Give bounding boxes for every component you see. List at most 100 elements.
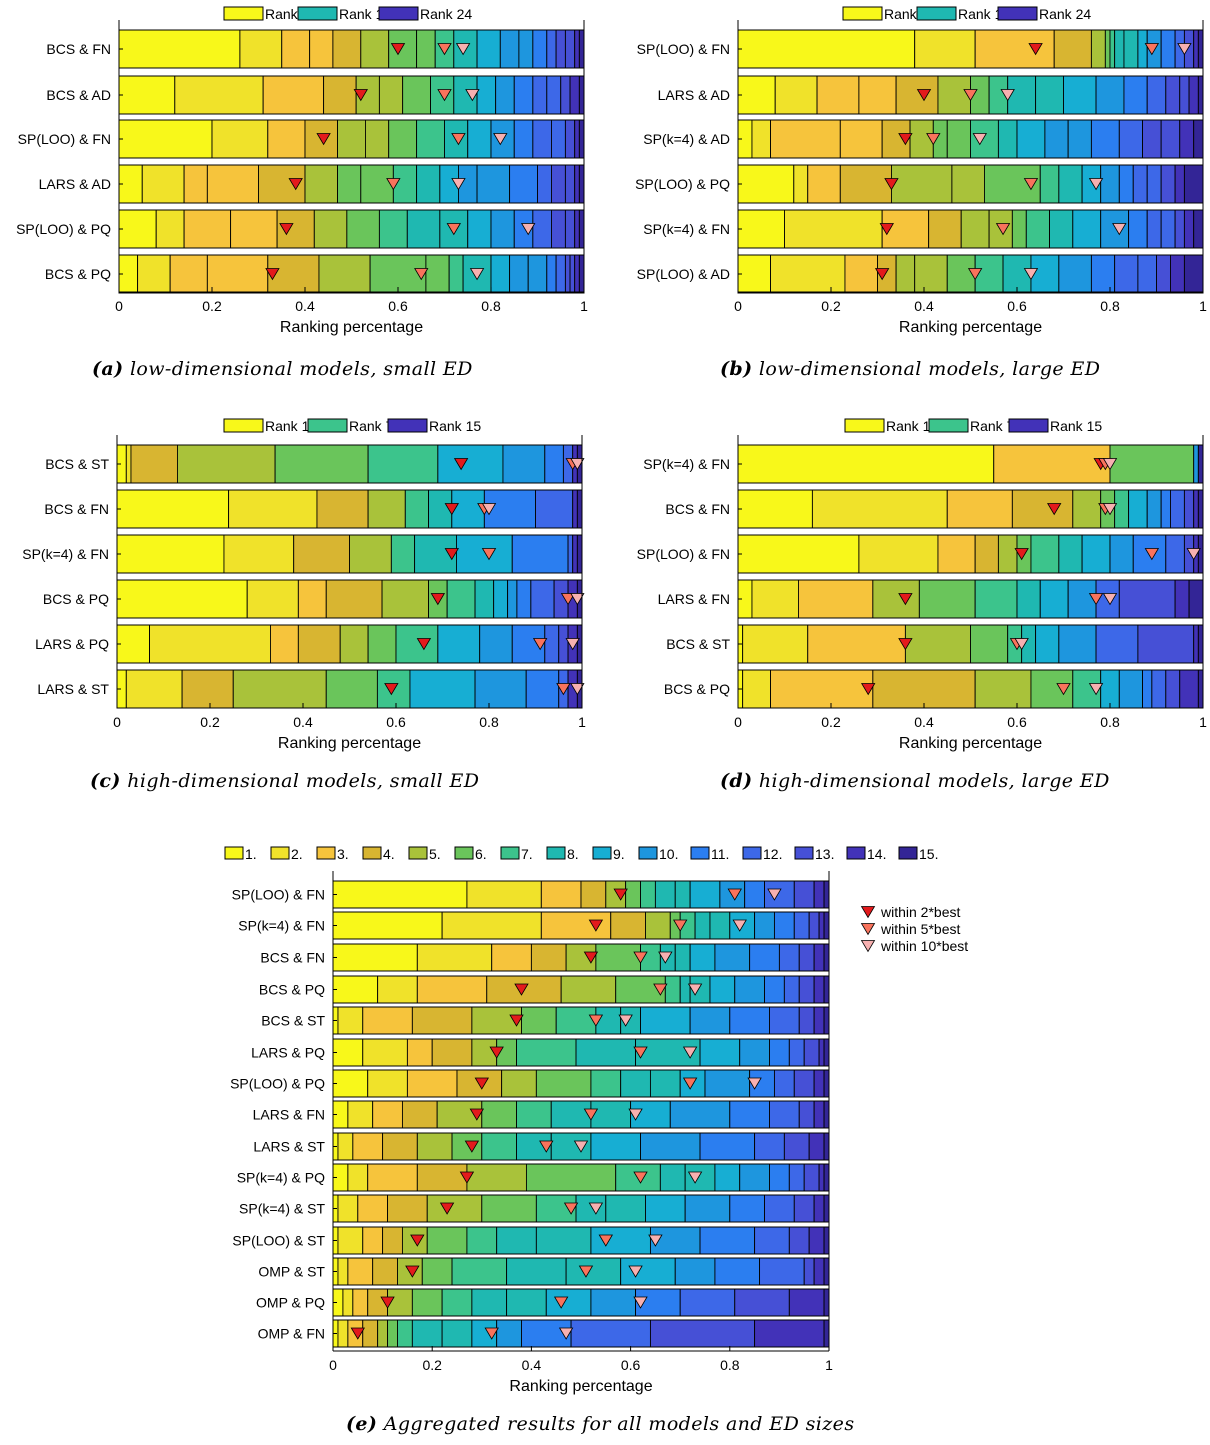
row-label: SP(LOO) & FN bbox=[232, 887, 325, 903]
bar-segment bbox=[674, 943, 691, 972]
row-label: SP(k=4) & FN bbox=[643, 221, 730, 237]
bar-segment bbox=[709, 975, 736, 1004]
bar-segment bbox=[425, 254, 450, 294]
bar-segment bbox=[387, 1319, 398, 1348]
bar-segment bbox=[372, 1257, 398, 1286]
bar-segment bbox=[239, 29, 283, 69]
caption-a-label: (a) bbox=[92, 358, 124, 380]
legend-label: Rank 1 bbox=[265, 418, 310, 434]
bar-segment bbox=[377, 1319, 389, 1348]
bar-segment bbox=[960, 209, 990, 249]
rank-marker bbox=[509, 1014, 524, 1027]
bar-segment bbox=[402, 75, 431, 115]
bar-segment bbox=[578, 29, 585, 69]
rank-marker bbox=[874, 268, 890, 281]
bar-segment bbox=[387, 1288, 413, 1317]
bar-segment bbox=[808, 1226, 825, 1255]
legend-label: Rank 7 bbox=[970, 418, 1015, 434]
bar-segment bbox=[367, 624, 397, 664]
bar-segment bbox=[1165, 75, 1181, 115]
rank-marker bbox=[430, 593, 446, 606]
bar-segment bbox=[569, 254, 576, 294]
bar-segment bbox=[367, 1163, 418, 1192]
rank-marker bbox=[451, 178, 466, 191]
x-tick-label: 1 bbox=[578, 714, 586, 730]
bar-row bbox=[737, 489, 1204, 529]
bar-segment bbox=[578, 164, 585, 204]
bar-segment bbox=[513, 119, 534, 159]
bar-segment bbox=[1183, 489, 1195, 529]
bar-segment bbox=[974, 579, 1018, 619]
bar-segment bbox=[1197, 624, 1204, 664]
bar-segment bbox=[1025, 209, 1051, 249]
bar-segment bbox=[416, 1132, 453, 1161]
rank-marker bbox=[672, 919, 688, 932]
bar-row bbox=[118, 254, 585, 294]
bar-segment bbox=[803, 1038, 820, 1067]
bar-segment bbox=[174, 75, 264, 115]
bar-segment bbox=[349, 534, 392, 574]
bar-segment bbox=[769, 1100, 800, 1129]
legend-swatch bbox=[270, 846, 290, 860]
bar-segment bbox=[739, 1038, 770, 1067]
rank-marker bbox=[1102, 458, 1118, 471]
bar-segment bbox=[937, 75, 971, 115]
bar-segment bbox=[246, 579, 299, 619]
bar-segment bbox=[823, 1163, 830, 1192]
bar-segment bbox=[560, 75, 571, 115]
x-tick-label: 0.4 bbox=[293, 714, 313, 730]
bar-segment bbox=[1039, 164, 1060, 204]
bar-segment bbox=[689, 1006, 731, 1035]
bar-segment bbox=[169, 254, 208, 294]
bar-segment bbox=[118, 209, 157, 249]
bar-segment bbox=[823, 1069, 830, 1098]
bar-segment bbox=[426, 1194, 483, 1223]
rank-marker bbox=[474, 1077, 490, 1090]
bar-segment bbox=[742, 624, 809, 664]
bar-segment bbox=[1183, 254, 1204, 294]
bar-segment bbox=[1169, 254, 1185, 294]
bar-segment bbox=[337, 119, 366, 159]
bar-segment bbox=[137, 254, 171, 294]
rank-marker bbox=[879, 223, 895, 236]
rank-marker bbox=[570, 593, 585, 606]
bar-segment bbox=[1160, 29, 1176, 69]
bar-segment bbox=[714, 943, 751, 972]
bar-segment bbox=[382, 1226, 403, 1255]
bar-segment bbox=[788, 1038, 805, 1067]
caption-d: (d) high-dimensional models, large ED bbox=[720, 770, 1110, 792]
legend-label: 12. bbox=[763, 846, 782, 862]
bar-segment bbox=[895, 75, 939, 115]
bar-segment bbox=[813, 880, 825, 909]
bar-segment bbox=[570, 1319, 651, 1348]
bar-segment bbox=[818, 1163, 825, 1192]
bar-segment bbox=[669, 1100, 731, 1129]
bar-segment bbox=[230, 209, 278, 249]
bar-segment bbox=[228, 489, 318, 529]
legend: Rank 1 Rank 7 Rank 15 bbox=[223, 418, 481, 434]
bar-segment bbox=[1123, 29, 1139, 69]
bar-segment bbox=[737, 209, 785, 249]
bar-segment bbox=[501, 1069, 537, 1098]
rank-marker bbox=[570, 683, 585, 696]
legend-swatch bbox=[592, 846, 612, 860]
bar-row bbox=[116, 624, 583, 664]
bar-segment bbox=[970, 119, 999, 159]
bar-segment bbox=[1160, 489, 1171, 529]
bar-segment bbox=[1169, 489, 1185, 529]
bar-segment bbox=[774, 75, 818, 115]
bar-segment bbox=[1109, 534, 1134, 574]
bar-segment bbox=[381, 579, 429, 619]
bar-segment bbox=[550, 1100, 592, 1129]
bar-segment bbox=[558, 624, 569, 664]
bar-segment bbox=[729, 1100, 770, 1129]
row-label: BCS & PQ bbox=[45, 266, 111, 282]
bar-segment bbox=[891, 164, 953, 204]
legend-swatch bbox=[307, 418, 348, 433]
rank-marker bbox=[484, 1327, 499, 1340]
rank-marker bbox=[532, 638, 548, 651]
bar-row bbox=[737, 209, 1204, 249]
rank-marker bbox=[464, 1140, 480, 1153]
bar-segment bbox=[332, 911, 443, 940]
